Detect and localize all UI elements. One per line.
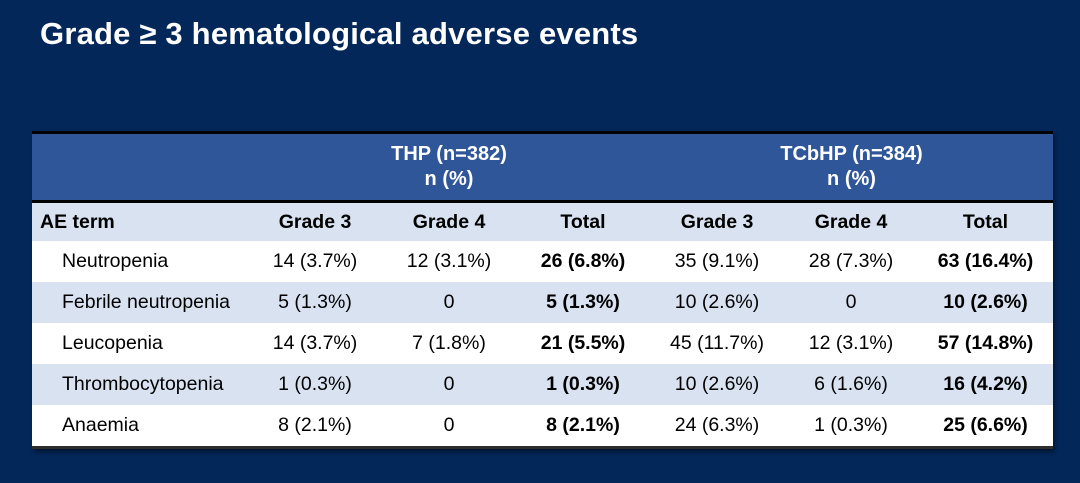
- ae-term-cell: Anaemia: [32, 405, 248, 448]
- group-header-row: THP (n=382) n (%) TCbHP (n=384) n (%): [32, 132, 1053, 203]
- column-header-thp-total: Total: [516, 201, 650, 241]
- value-cell: 35 (9.1%): [650, 241, 784, 282]
- value-cell: 14 (3.7%): [248, 241, 382, 282]
- table-row-neutropenia: Neutropenia 14 (3.7%) 12 (3.1%) 26 (6.8%…: [32, 241, 1053, 282]
- adverse-events-table: THP (n=382) n (%) TCbHP (n=384) n (%) AE…: [32, 131, 1053, 449]
- group-header-empty-cell: [32, 132, 248, 203]
- total-value-cell: 10 (2.6%): [918, 282, 1053, 323]
- total-value-cell: 25 (6.6%): [918, 405, 1053, 448]
- total-value-cell: 1 (0.3%): [516, 364, 650, 405]
- column-header-tcbhp-grade3: Grade 3: [650, 201, 784, 241]
- group-header-thp: THP (n=382) n (%): [248, 132, 650, 203]
- value-cell: 14 (3.7%): [248, 323, 382, 364]
- ae-term-cell: Febrile neutropenia: [32, 282, 248, 323]
- group-header-thp-line1: THP (n=382): [391, 143, 507, 165]
- ae-term-cell: Thrombocytopenia: [32, 364, 248, 405]
- value-cell: 0: [382, 405, 516, 448]
- page-title: Grade ≥ 3 hematological adverse events: [40, 16, 639, 51]
- total-value-cell: 5 (1.3%): [516, 282, 650, 323]
- value-cell: 8 (2.1%): [248, 405, 382, 448]
- value-cell: 7 (1.8%): [382, 323, 516, 364]
- column-header-tcbhp-total: Total: [918, 201, 1053, 241]
- value-cell: 0: [382, 364, 516, 405]
- value-cell: 10 (2.6%): [650, 282, 784, 323]
- value-cell: 10 (2.6%): [650, 364, 784, 405]
- total-value-cell: 63 (16.4%): [918, 241, 1053, 282]
- column-header-tcbhp-grade4: Grade 4: [784, 201, 918, 241]
- value-cell: 45 (11.7%): [650, 323, 784, 364]
- column-header-thp-grade4: Grade 4: [382, 201, 516, 241]
- ae-term-cell: Neutropenia: [32, 241, 248, 282]
- total-value-cell: 57 (14.8%): [918, 323, 1053, 364]
- table-row-thrombocytopenia: Thrombocytopenia 1 (0.3%) 0 1 (0.3%) 10 …: [32, 364, 1053, 405]
- value-cell: 0: [382, 282, 516, 323]
- table-row-febrile-neutropenia: Febrile neutropenia 5 (1.3%) 0 5 (1.3%) …: [32, 282, 1053, 323]
- column-header-row: AE term Grade 3 Grade 4 Total Grade 3 Gr…: [32, 201, 1053, 241]
- value-cell: 6 (1.6%): [784, 364, 918, 405]
- group-header-tcbhp: TCbHP (n=384) n (%): [650, 132, 1053, 203]
- column-header-ae-term: AE term: [32, 201, 248, 241]
- total-value-cell: 26 (6.8%): [516, 241, 650, 282]
- value-cell: 12 (3.1%): [784, 323, 918, 364]
- value-cell: 5 (1.3%): [248, 282, 382, 323]
- group-header-tcbhp-line1: TCbHP (n=384): [780, 143, 923, 165]
- value-cell: 12 (3.1%): [382, 241, 516, 282]
- group-header-tcbhp-line2: n (%): [827, 168, 876, 190]
- column-header-thp-grade3: Grade 3: [248, 201, 382, 241]
- total-value-cell: 16 (4.2%): [918, 364, 1053, 405]
- value-cell: 1 (0.3%): [784, 405, 918, 448]
- table-row-leucopenia: Leucopenia 14 (3.7%) 7 (1.8%) 21 (5.5%) …: [32, 323, 1053, 364]
- ae-term-cell: Leucopenia: [32, 323, 248, 364]
- value-cell: 0: [784, 282, 918, 323]
- value-cell: 1 (0.3%): [248, 364, 382, 405]
- total-value-cell: 21 (5.5%): [516, 323, 650, 364]
- total-value-cell: 8 (2.1%): [516, 405, 650, 448]
- group-header-thp-line2: n (%): [424, 168, 474, 190]
- value-cell: 24 (6.3%): [650, 405, 784, 448]
- table-row-anaemia: Anaemia 8 (2.1%) 0 8 (2.1%) 24 (6.3%) 1 …: [32, 405, 1053, 448]
- value-cell: 28 (7.3%): [784, 241, 918, 282]
